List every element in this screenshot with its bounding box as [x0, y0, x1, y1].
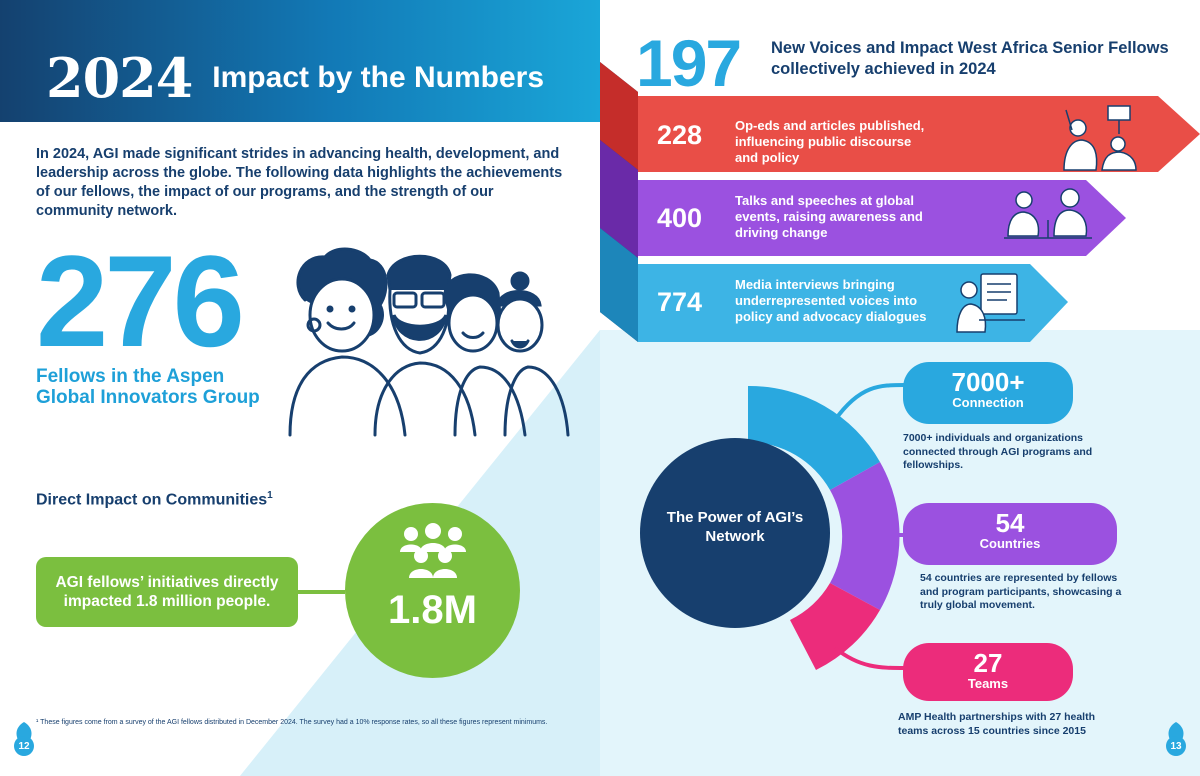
teams-label: Teams: [967, 676, 1009, 691]
fellows-group-illustration: [288, 247, 570, 437]
ribbon-400-value: 400: [657, 203, 703, 233]
connections-label: Connection: [952, 395, 1024, 410]
page-number-left: 12: [14, 736, 34, 756]
ribbon-228-value: 228: [657, 120, 703, 150]
page-number-right: 13: [1166, 736, 1186, 756]
network-pill-connections: 7000+ Connection: [903, 362, 1073, 424]
voices-label: New Voices and Impact West Africa Senior…: [771, 39, 1169, 78]
fellows-count: 276: [36, 228, 245, 374]
people-group-icon: [400, 523, 466, 578]
header-subtitle: Impact by the Numbers: [212, 61, 545, 94]
interview-illustration: [956, 273, 1025, 333]
countries-value: 54: [995, 508, 1025, 538]
ribbon-228-text: Op-eds and articles published, influenci…: [735, 118, 925, 165]
countries-label: Countries: [979, 536, 1041, 551]
network-center-circle: [640, 438, 830, 628]
network-center-label: The Power of AGI’s Network: [666, 509, 804, 545]
connections-value: 7000+: [951, 367, 1025, 397]
ribbon-400: [638, 180, 1126, 256]
teams-value: 27: [973, 648, 1003, 678]
footnote: ¹ These figures come from a survey of th…: [36, 719, 548, 726]
teams-desc: AMP Health partnerships with 27 health t…: [898, 711, 1096, 737]
fellows-label: Fellows in the Aspen Global Innovators G…: [36, 366, 260, 408]
header-year: 2024: [46, 46, 193, 110]
protest-illustration: [1063, 105, 1137, 171]
direct-impact-title: Direct Impact on Communities1: [36, 486, 276, 510]
countries-desc: 54 countries are represented by fellows …: [920, 572, 1122, 611]
header-banner: [0, 0, 600, 122]
footnote-marker: 1: [267, 490, 273, 501]
connections-desc: 7000+ individuals and organizations conn…: [903, 432, 1093, 471]
voices-count: 197: [636, 26, 742, 100]
network-pill-teams: 27 Teams: [903, 643, 1073, 701]
intro-paragraph: In 2024, AGI made significant strides in…: [36, 146, 563, 219]
speakers-illustration: [1004, 188, 1092, 239]
ribbon-774-value: 774: [657, 287, 703, 317]
direct-impact-box: AGI fellows’ initiatives directly impact…: [36, 557, 298, 627]
ribbon-228: [638, 96, 1200, 172]
ribbon-400-text: Talks and speeches at global events, rai…: [735, 193, 923, 240]
direct-impact-value: 1.8M: [388, 588, 477, 632]
page-title: 2024 Impact by the Numbers: [46, 46, 545, 110]
ribbon-774-text: Media interviews bringing underrepresent…: [735, 277, 927, 324]
direct-impact-title-text: Direct Impact on Communities: [36, 491, 268, 509]
network-pill-countries: 54 Countries: [903, 503, 1117, 565]
